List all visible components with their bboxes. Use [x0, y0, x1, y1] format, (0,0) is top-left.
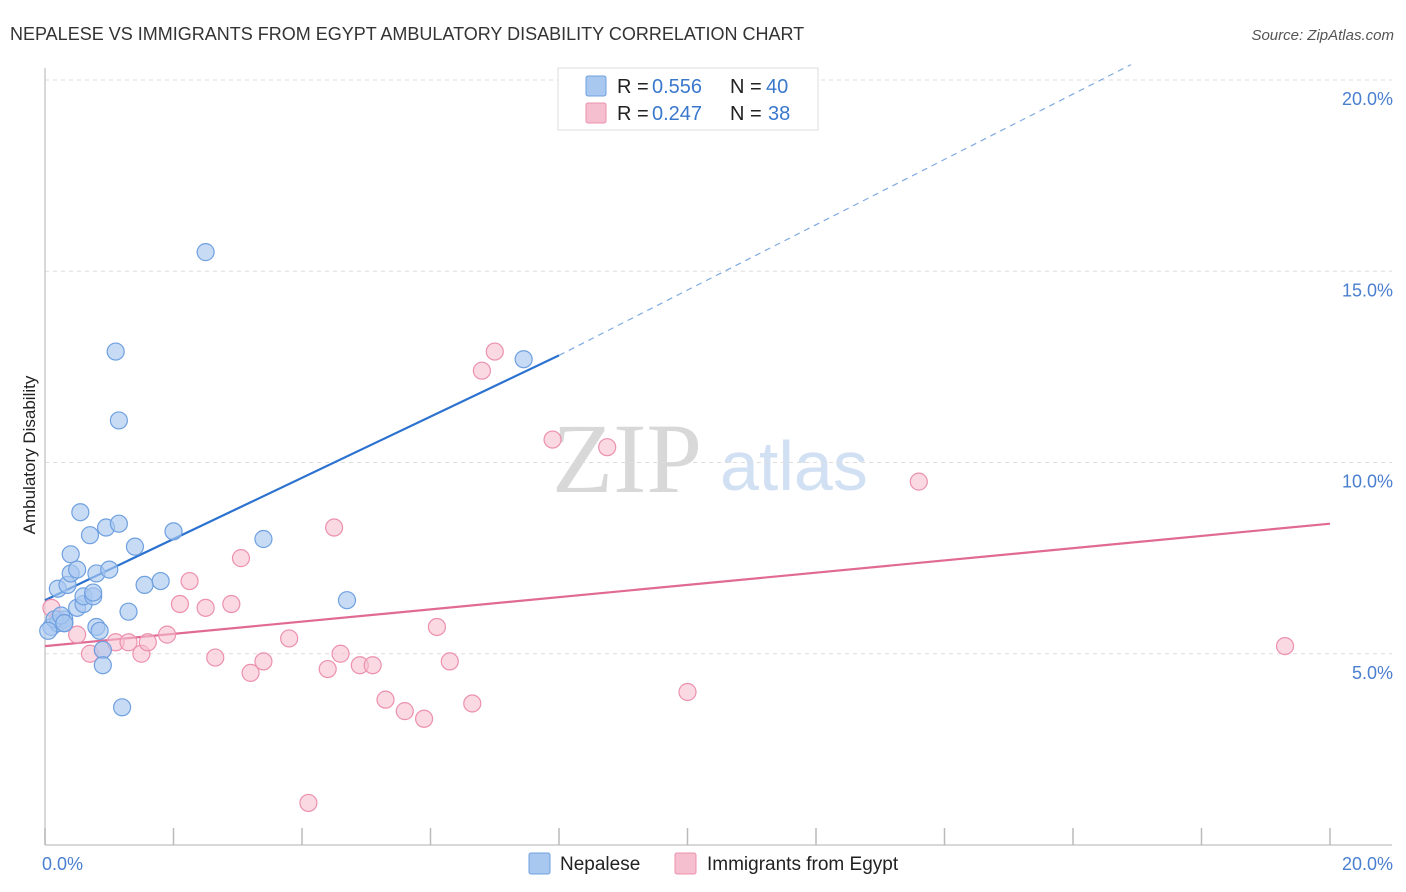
- point-nepalese-7: [61, 545, 80, 564]
- point-nepalese-25: [109, 514, 128, 533]
- point-egypt-25: [363, 656, 382, 675]
- point-nepalese-18: [90, 621, 109, 640]
- trend-line-nepalese: [44, 354, 560, 602]
- point-nepalese-27: [119, 602, 138, 621]
- x-tick-label-1: 20.0%: [1342, 854, 1393, 874]
- legend-n-value-egypt: 38: [768, 103, 790, 125]
- legend-swatch-nepalese: [585, 75, 607, 97]
- point-nepalese-19: [93, 640, 112, 660]
- point-egypt-34: [543, 430, 562, 449]
- legend-n-label-nepalese: N =: [730, 76, 762, 98]
- point-egypt-35: [598, 438, 617, 457]
- point-nepalese-15: [84, 583, 103, 602]
- y-tick-label-0: 5.0%: [1352, 663, 1393, 683]
- tick-labels: 0.0% 20.0% 5.0% 10.0% 15.0% 20.0%: [42, 89, 1393, 874]
- point-nepalese-35: [514, 350, 533, 369]
- point-nepalese-31: [164, 522, 183, 541]
- y-tick-label-1: 10.0%: [1342, 472, 1393, 492]
- point-nepalese-26: [112, 698, 132, 717]
- point-egypt-16: [231, 549, 251, 568]
- legend-r-label-egypt: R =: [617, 103, 649, 125]
- grid-lines: [45, 79, 1392, 655]
- watermark-zip: ZIP: [552, 403, 702, 514]
- watermark: ZIP atlas: [552, 403, 868, 514]
- legend-r-value-egypt: 0.247: [652, 103, 702, 125]
- point-nepalese-32: [196, 243, 215, 262]
- point-nepalese-20: [93, 656, 112, 675]
- point-egypt-19: [280, 629, 299, 648]
- point-nepalese-9: [68, 560, 87, 579]
- point-egypt-26: [376, 690, 395, 709]
- point-egypt-3: [68, 625, 87, 644]
- point-nepalese-23: [106, 342, 125, 361]
- bottom-legend-swatch-egypt: [674, 852, 697, 875]
- legend-r-value-nepalese: 0.556: [652, 76, 702, 98]
- series-legend: Nepalese Immigrants from Egypt: [528, 852, 899, 875]
- x-tick-label-0: 0.0%: [42, 854, 83, 874]
- point-nepalese-13: [80, 526, 100, 545]
- point-egypt-27: [395, 702, 414, 721]
- point-egypt-21: [318, 659, 337, 679]
- point-egypt-10: [157, 625, 177, 644]
- trend-line-nepalese-extension: [558, 64, 1132, 356]
- watermark-atlas: atlas: [720, 427, 868, 505]
- legend-n-label-egypt: N =: [730, 103, 762, 125]
- point-egypt-7: [119, 633, 138, 652]
- bottom-legend-swatch-nepalese: [528, 852, 551, 875]
- trend-line-egypt: [44, 522, 1331, 648]
- point-nepalese-38: [55, 614, 74, 633]
- point-egypt-12: [180, 571, 199, 591]
- point-egypt-11: [170, 594, 190, 614]
- legend-n-value-nepalese: 40: [766, 76, 788, 98]
- point-egypt-31: [463, 694, 482, 713]
- point-egypt-36: [678, 682, 697, 702]
- point-egypt-14: [206, 648, 225, 667]
- point-nepalese-29: [135, 575, 154, 595]
- point-egypt-29: [427, 617, 447, 637]
- point-egypt-28: [414, 709, 434, 728]
- chart-source: Source: ZipAtlas.com: [1251, 27, 1394, 44]
- point-egypt-30: [440, 652, 459, 671]
- legend-swatch-egypt: [585, 102, 607, 124]
- point-egypt-37: [909, 472, 928, 491]
- point-egypt-22: [325, 518, 344, 537]
- point-nepalese-30: [151, 571, 170, 591]
- point-egypt-23: [331, 644, 350, 663]
- point-egypt-15: [222, 594, 241, 614]
- trend-lines: [44, 64, 1331, 648]
- chart-title: NEPALESE VS IMMIGRANTS FROM EGYPT AMBULA…: [10, 24, 804, 44]
- point-nepalese-10: [71, 503, 90, 522]
- point-egypt-13: [196, 598, 215, 617]
- legend-r-label-nepalese: R =: [617, 76, 649, 98]
- point-nepalese-34: [337, 591, 357, 610]
- point-egypt-38: [1275, 636, 1295, 656]
- bottom-legend-label-nepalese: Nepalese: [560, 854, 640, 875]
- point-nepalese-28: [125, 537, 145, 556]
- point-egypt-9: [138, 633, 157, 652]
- point-egypt-18: [254, 652, 273, 671]
- point-nepalese-22: [100, 560, 119, 579]
- point-egypt-17: [241, 663, 260, 682]
- point-nepalese-39: [39, 621, 58, 640]
- point-egypt-20: [299, 793, 318, 813]
- data-points: [39, 243, 1295, 813]
- bottom-legend-label-egypt: Immigrants from Egypt: [707, 854, 899, 875]
- y-tick-label-2: 15.0%: [1342, 280, 1393, 300]
- y-tick-label-3: 20.0%: [1342, 89, 1393, 109]
- point-egypt-33: [485, 342, 504, 361]
- correlation-legend: R = 0.556 N = 40 R = 0.247 N = 38: [557, 67, 819, 131]
- point-egypt-32: [472, 361, 491, 380]
- axes: [44, 68, 1392, 846]
- point-nepalese-24: [109, 411, 128, 430]
- point-nepalese-33: [254, 529, 273, 549]
- y-axis-title: Ambulatory Disability: [20, 375, 39, 534]
